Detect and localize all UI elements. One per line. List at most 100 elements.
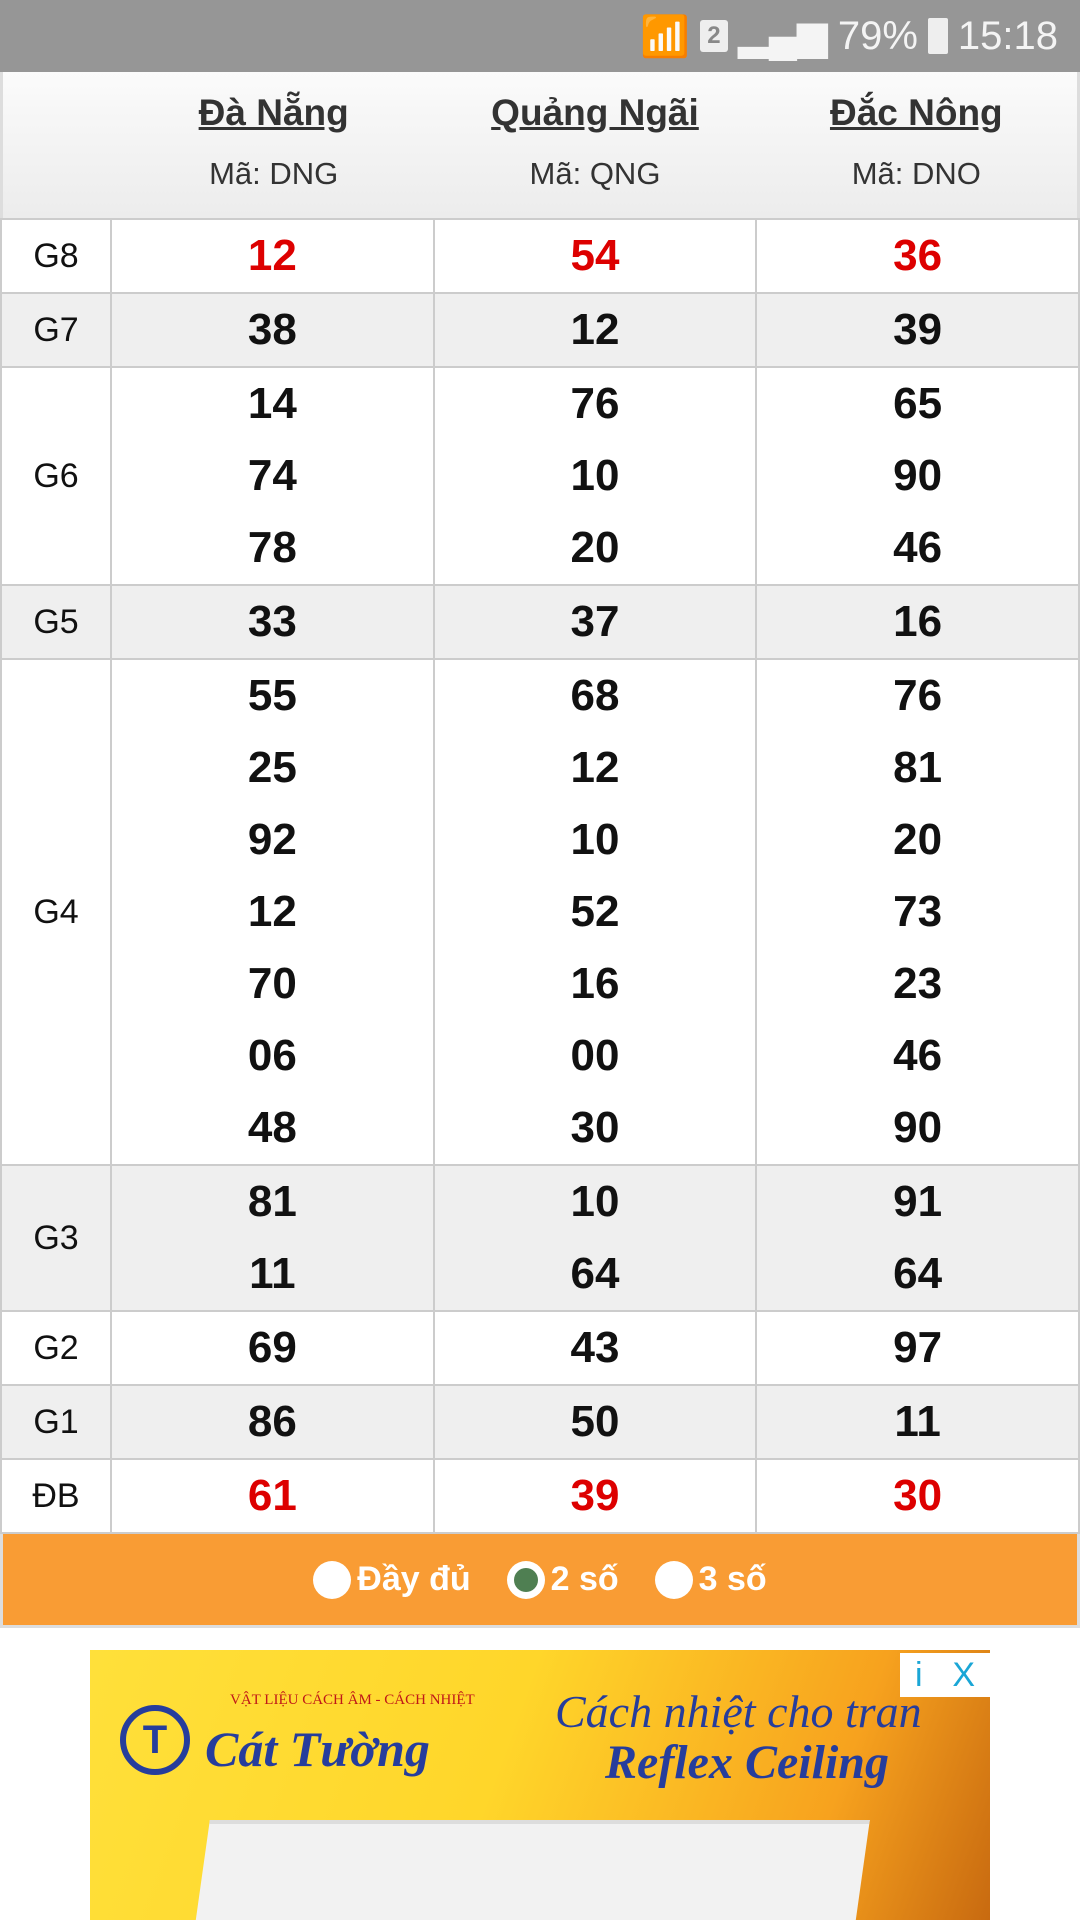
province-link[interactable]: Đắc Nông: [829, 92, 1003, 133]
prize-number: 52: [570, 887, 620, 936]
ad-controls: i X: [900, 1653, 990, 1697]
advertisement[interactable]: T VẬT LIỆU CÁCH ÂM - CÁCH NHIỆT Cát Tườn…: [90, 1650, 990, 1920]
prize-number: 10: [570, 451, 620, 500]
prize-number: 90: [893, 451, 943, 500]
option-label: 3 số: [698, 1560, 767, 1598]
signal-icon: ▂▄▆: [737, 14, 828, 58]
prize-cell: 91 64: [755, 1164, 1080, 1312]
ad-headline: Cách nhiệt cho tran: [555, 1686, 922, 1737]
radio-button[interactable]: [654, 1560, 693, 1599]
prize-number: 37: [570, 597, 620, 646]
prize-number: 86: [247, 1397, 297, 1446]
prize-cell: 55 25 92 12 70 06 48: [110, 658, 435, 1166]
province-code: Mã: DNG: [209, 156, 339, 191]
prize-number: 25: [247, 743, 297, 792]
digit-option[interactable]: 3 số: [654, 1560, 767, 1599]
prize-row-G1: G1 86 50 11: [0, 1384, 1080, 1460]
prize-number: 46: [893, 1031, 943, 1080]
prize-number: 90: [893, 1103, 943, 1152]
prize-number: 74: [247, 451, 297, 500]
prize-label: G8: [0, 218, 112, 294]
prize-cell: 54: [432, 218, 758, 294]
prize-number: 81: [893, 743, 943, 792]
brand-logo-icon: T: [120, 1705, 190, 1775]
clock: 15:18: [957, 13, 1058, 58]
prize-number: 20: [893, 815, 943, 864]
prize-number: 92: [247, 815, 297, 864]
prize-cell: 97: [755, 1310, 1080, 1386]
prize-number: 64: [893, 1249, 943, 1298]
radio-button[interactable]: [313, 1560, 352, 1599]
ad-room-image: [190, 1820, 870, 1920]
prize-label: ĐB: [0, 1458, 112, 1534]
digit-filter-bar: Đầy đủ 2 số 3 số: [0, 1534, 1080, 1628]
prize-cell: 38: [110, 292, 435, 368]
close-icon[interactable]: X: [952, 1655, 976, 1694]
prize-row-G8: G8 12 54 36: [0, 218, 1080, 294]
province-link[interactable]: Quảng Ngãi: [491, 92, 699, 133]
prize-number: 50: [570, 1397, 620, 1446]
prize-number: 76: [893, 671, 943, 720]
prize-number: 20: [570, 523, 620, 572]
prize-label: G5: [0, 584, 112, 660]
ad-brand: Cát Tường: [205, 1721, 430, 1777]
prize-number: 68: [570, 671, 620, 720]
prize-number: 16: [893, 597, 943, 646]
prize-cell: 39: [432, 1458, 758, 1534]
battery-icon: [927, 18, 948, 54]
prize-number: 65: [893, 379, 943, 428]
prize-number: 06: [247, 1031, 297, 1080]
prize-label: G1: [0, 1384, 112, 1460]
prize-row-G3: G3 81 11 10 64 91 64: [0, 1164, 1080, 1312]
prize-number: 76: [570, 379, 620, 428]
prize-number: 10: [570, 1177, 620, 1226]
province-code: Mã: DNO: [851, 156, 981, 191]
prize-number: 55: [247, 671, 297, 720]
prize-label: G7: [0, 292, 112, 368]
option-label: Đầy đủ: [357, 1560, 471, 1598]
prize-cell: 50: [432, 1384, 758, 1460]
sim-badge: 2: [699, 20, 728, 52]
prize-label: G4: [0, 658, 112, 1166]
prize-cell: 16: [755, 584, 1080, 660]
digit-option[interactable]: 2 số: [506, 1560, 619, 1599]
prize-number: 12: [570, 743, 620, 792]
province-code: Mã: QNG: [529, 156, 661, 191]
prize-number: 38: [247, 305, 297, 354]
prize-number: 43: [570, 1323, 620, 1372]
prize-number: 12: [247, 887, 297, 936]
prize-cell: 39: [755, 292, 1080, 368]
prize-cell: 30: [755, 1458, 1080, 1534]
prize-cell: 76 10 20: [432, 366, 758, 586]
prize-number: 12: [570, 305, 620, 354]
prize-row-G7: G7 38 12 39: [0, 292, 1080, 368]
prize-number: 81: [247, 1177, 297, 1226]
prize-label: G2: [0, 1310, 112, 1386]
prize-number: 10: [570, 815, 620, 864]
battery-percent: 79%: [837, 13, 918, 58]
ad-tagline: VẬT LIỆU CÁCH ÂM - CÁCH NHIỆT: [230, 1692, 475, 1708]
radio-button[interactable]: [506, 1560, 545, 1599]
prize-cell: 81 11: [110, 1164, 435, 1312]
ad-product: Reflex Ceiling: [605, 1736, 889, 1789]
prize-cell: 65 90 46: [755, 366, 1080, 586]
digit-option[interactable]: Đầy đủ: [313, 1560, 471, 1599]
option-label: 2 số: [550, 1560, 619, 1598]
prize-row-G6: G6 14 74 78 76 10 20 65 90 46: [0, 366, 1080, 586]
prize-row-G4: G4 55 25 92 12 70 06 48 68 12 10 52 16 00 30 76 81 20 73 23…: [0, 658, 1080, 1166]
prize-cell: 11: [755, 1384, 1080, 1460]
prize-number: 12: [247, 231, 297, 280]
status-bar: 📶 2 ▂▄▆ 79% 15:18: [0, 0, 1080, 72]
prize-cell: 69: [110, 1310, 435, 1386]
prize-number: 16: [570, 959, 620, 1008]
prize-cell: 33: [110, 584, 435, 660]
prize-number: 73: [893, 887, 943, 936]
prize-cell: 12: [110, 218, 435, 294]
province-link[interactable]: Đà Nẵng: [198, 92, 349, 133]
prize-number: 33: [247, 597, 297, 646]
prize-cell: 68 12 10 52 16 00 30: [432, 658, 758, 1166]
info-icon[interactable]: i: [914, 1655, 923, 1694]
prize-number: 36: [893, 231, 943, 280]
prize-number: 48: [247, 1103, 297, 1152]
prize-number: 91: [893, 1177, 943, 1226]
